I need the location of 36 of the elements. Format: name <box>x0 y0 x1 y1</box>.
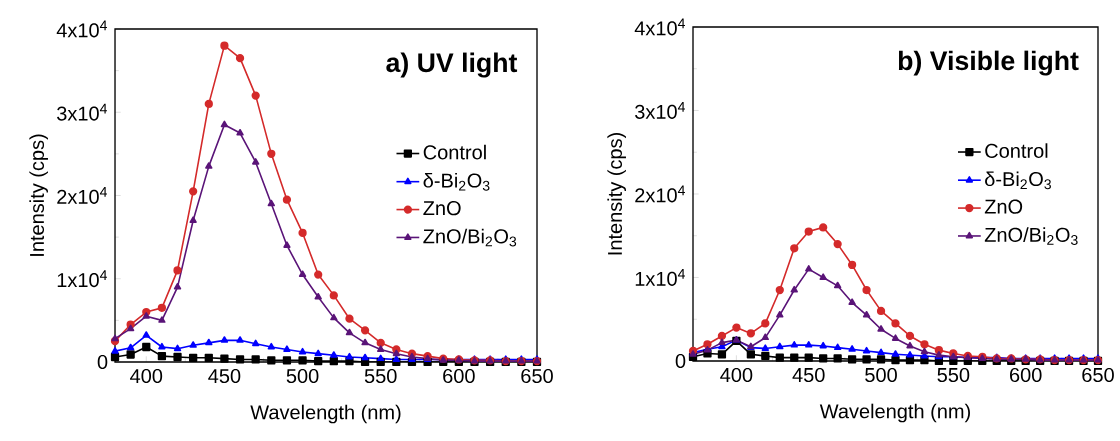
y-tick-label: 3x10$^{4}$ <box>57 103 107 121</box>
y-tick-label: 1x10$^{4}$ <box>57 270 107 288</box>
x-axis-title: Wavelength (nm) <box>250 404 401 424</box>
x-axis-title: Wavelength (nm) <box>819 403 970 423</box>
legend-label: δ-Bi$_{2}$O$_{3}$ <box>423 172 490 191</box>
x-tick-label: 550 <box>364 368 397 384</box>
x-tick-label: 500 <box>865 367 897 383</box>
legend-label: Control <box>423 144 486 160</box>
y-tick-label: 3x10$^{4}$ <box>635 102 685 119</box>
x-tick-label: 450 <box>208 368 241 384</box>
legend-label: δ-Bi$_{2}$O$_{3}$ <box>985 171 1051 190</box>
x-tick-label: 450 <box>792 367 825 383</box>
legend-label: ZnO <box>423 201 461 216</box>
y-tick-label: 2x10$^{4}$ <box>635 185 685 203</box>
legend-label: ZnO/Bi$_{2}$O$_{3}$ <box>984 227 1078 246</box>
y-tick-label: 4x10$^{4}$ <box>56 20 107 38</box>
x-tick-label: 400 <box>720 367 753 383</box>
y-tick-label: 2x10$^{4}$ <box>57 187 107 204</box>
legend-label: Control <box>985 143 1048 158</box>
y-tick-label: 0 <box>97 354 108 370</box>
text: b) Visible light <box>898 50 1079 76</box>
y-tick-label: 0 <box>675 353 686 369</box>
x-tick-label: 600 <box>443 368 475 384</box>
x-tick-label: 400 <box>130 368 163 384</box>
y-axis-title: Intensity (cps) <box>29 134 48 256</box>
text: a) UV light <box>386 52 518 78</box>
x-tick-label: 650 <box>521 368 553 384</box>
y-tick-label: 4x10$^{4}$ <box>634 18 685 36</box>
x-tick-label: 550 <box>937 367 970 383</box>
legend-label: ZnO/Bi$_{2}$O$_{3}$ <box>423 228 517 247</box>
x-tick-label: 650 <box>1082 367 1114 383</box>
legend-label: ZnO <box>984 199 1023 214</box>
x-tick-label: 500 <box>286 368 319 384</box>
x-tick-label: 600 <box>1010 367 1042 383</box>
y-tick-label: 1x10$^{4}$ <box>635 269 685 286</box>
y-axis-title: Intensity (cps) <box>607 133 626 255</box>
